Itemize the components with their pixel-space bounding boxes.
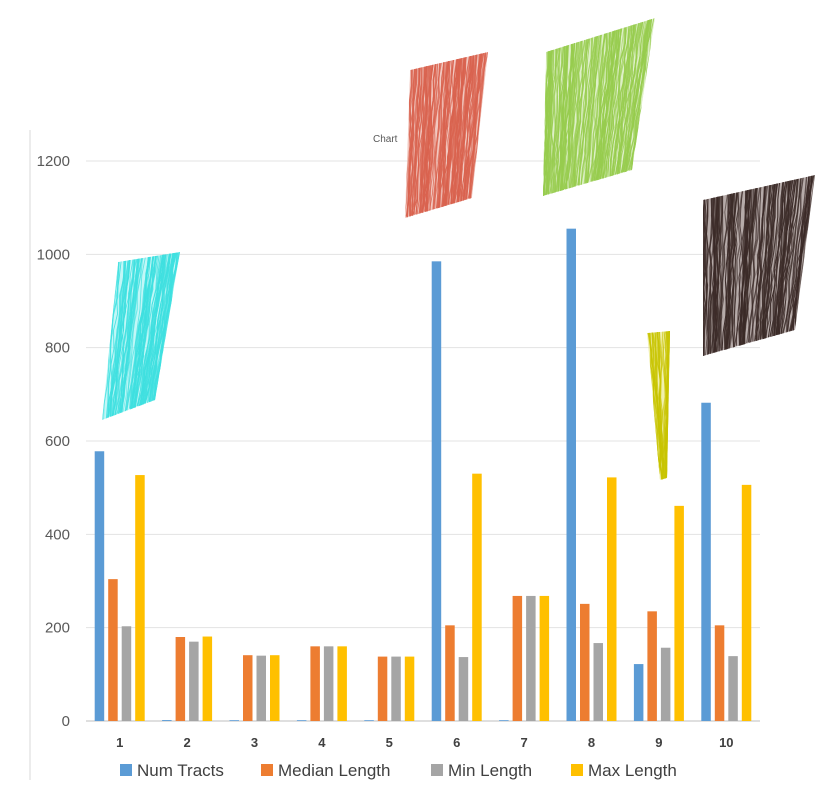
bar — [135, 475, 145, 721]
bar — [633, 664, 644, 721]
bar — [323, 646, 334, 721]
legend-swatch — [431, 764, 443, 776]
x-tick-label: 5 — [386, 735, 393, 750]
x-tick-label: 2 — [183, 735, 190, 750]
x-tick-label: 1 — [116, 735, 123, 750]
tract-bundle-red-image — [405, 52, 488, 218]
bar — [445, 625, 455, 721]
x-tick-label: 6 — [453, 735, 460, 750]
bar — [647, 611, 657, 721]
bar — [175, 637, 186, 721]
bar — [391, 656, 401, 721]
bar — [270, 655, 280, 721]
bar — [296, 720, 307, 721]
x-tick-label: 7 — [520, 735, 527, 750]
bar — [593, 643, 603, 721]
bar — [377, 656, 388, 721]
legend-swatch — [120, 764, 132, 776]
x-tick-label: 8 — [588, 735, 595, 750]
bar — [108, 579, 118, 721]
bar — [256, 655, 266, 721]
bars — [94, 228, 752, 721]
legend-label: Min Length — [448, 761, 532, 780]
y-tick-label: 1000 — [37, 246, 70, 263]
bar — [526, 595, 536, 721]
bar — [472, 473, 482, 721]
tract-bundle-yellow-image — [647, 331, 670, 480]
legend-label: Num Tracts — [137, 761, 224, 780]
y-axis-ticks: 0 200 400 600 800 1000 1200 — [37, 153, 70, 730]
bar — [337, 646, 347, 721]
bar — [189, 641, 199, 721]
tract-bundle-green-image — [543, 18, 655, 196]
x-tick-label: 9 — [655, 735, 662, 750]
bar — [94, 451, 105, 721]
bar — [499, 720, 509, 721]
bar — [566, 228, 576, 721]
legend-label: Median Length — [278, 761, 390, 780]
bar — [660, 647, 671, 721]
legend: Num Tracts Median Length Min Length Max Len… — [120, 761, 677, 780]
bar — [121, 626, 132, 721]
legend-label: Max Length — [588, 761, 677, 780]
bar — [607, 477, 617, 721]
bar — [162, 720, 172, 721]
bar — [364, 720, 374, 721]
y-tick-label: 1200 — [37, 153, 70, 170]
bar — [580, 603, 590, 721]
bar — [431, 261, 442, 721]
bar — [674, 505, 684, 721]
bar — [458, 657, 469, 721]
bar — [741, 484, 752, 721]
x-tick-label: 3 — [251, 735, 258, 750]
tract-bundle-brown-image — [703, 175, 815, 356]
y-tick-label: 400 — [45, 526, 70, 543]
x-axis-ticks: 1 2 3 4 5 6 7 8 9 10 — [116, 735, 733, 750]
bar — [701, 402, 711, 721]
tract-bundle-cyan-image — [102, 252, 180, 420]
legend-swatch — [571, 764, 583, 776]
bar — [310, 646, 320, 721]
bar — [512, 595, 523, 721]
bar — [229, 720, 239, 721]
bar — [728, 656, 738, 721]
bar — [714, 625, 725, 721]
legend-swatch — [261, 764, 273, 776]
y-tick-label: 200 — [45, 620, 70, 637]
y-tick-label: 0 — [62, 713, 70, 730]
bar — [404, 656, 415, 721]
bar — [539, 595, 550, 721]
bar — [243, 655, 253, 721]
bar — [202, 636, 213, 721]
y-tick-label: 600 — [45, 433, 70, 450]
x-tick-label: 4 — [318, 735, 326, 750]
y-tick-label: 800 — [45, 340, 70, 357]
chart-title: Chart — [373, 134, 398, 145]
x-tick-label: 10 — [719, 735, 733, 750]
